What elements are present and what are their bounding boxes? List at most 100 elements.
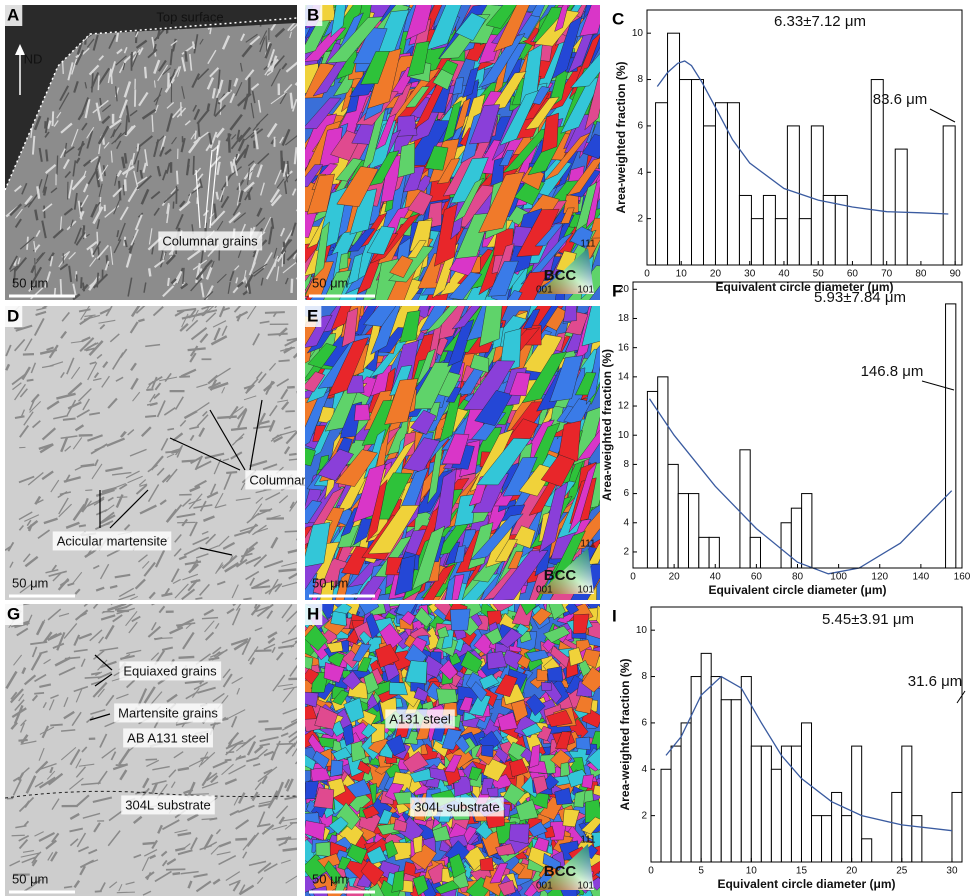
grain-boundary	[225, 760, 232, 761]
bar	[802, 494, 812, 568]
scale-bar-label: 50 μm	[12, 575, 48, 590]
y-tick-label: 18	[618, 313, 630, 324]
grain-boundary	[98, 76, 99, 91]
x-tick-label: 30	[946, 866, 958, 877]
y-tick-label: 2	[641, 810, 647, 821]
x-tick-label: 90	[950, 269, 962, 280]
grain-boundary	[289, 454, 296, 455]
bar	[801, 723, 811, 862]
page: {"panels": [ {"label": "A", "annotations…	[0, 0, 972, 896]
grain-boundary	[61, 279, 62, 295]
bar	[787, 126, 799, 265]
bar	[709, 537, 719, 568]
grain-boundary	[226, 752, 234, 753]
x-tick-label: 25	[896, 866, 908, 877]
x-tick-label: 100	[830, 572, 847, 583]
y-tick-label: 10	[618, 430, 630, 441]
y-tick-label: 4	[641, 764, 647, 775]
key-corner: 101	[577, 585, 594, 596]
grain-boundary	[111, 69, 112, 84]
bar	[822, 816, 832, 862]
grain-boundary	[179, 657, 195, 658]
grain-boundary	[79, 525, 86, 526]
grain-boundary	[208, 104, 209, 111]
bar	[823, 195, 835, 265]
x-tick-label: 20	[710, 269, 722, 280]
grain-boundary	[243, 598, 251, 599]
grain-boundary	[83, 225, 84, 235]
grain	[436, 689, 457, 705]
y-tick-label: 12	[618, 401, 630, 412]
grain-boundary	[173, 873, 181, 874]
grain-boundary	[258, 721, 268, 722]
grain-boundary	[12, 835, 25, 836]
bar	[761, 746, 771, 862]
grain	[450, 609, 470, 631]
grain-boundary	[296, 268, 304, 279]
bar	[852, 746, 862, 862]
grain-boundary	[297, 205, 304, 211]
grain-boundary	[192, 0, 198, 5]
grain-boundary	[227, 176, 228, 186]
bar	[842, 816, 852, 862]
grain-boundary	[35, 258, 36, 276]
grain-boundary	[282, 255, 283, 267]
x-tick-label: 10	[676, 269, 688, 280]
bar	[727, 103, 739, 265]
grain-boundary	[53, 111, 54, 126]
grain-boundary	[279, 360, 290, 361]
chart-annotation: 146.8 μm	[861, 363, 924, 380]
grain	[547, 667, 563, 682]
key-corner: 111	[580, 539, 596, 550]
panel-label: B	[307, 5, 319, 24]
x-tick-label: 15	[796, 866, 808, 877]
grain-boundary	[44, 206, 45, 219]
bar	[811, 126, 823, 265]
panel-label: H	[307, 604, 319, 623]
grain	[413, 836, 422, 854]
grain-boundary	[195, 131, 196, 140]
key-corner: 001	[536, 881, 553, 892]
grain-boundary	[125, 179, 126, 191]
grain	[481, 746, 493, 758]
grain-boundary	[34, 693, 44, 694]
grain-boundary	[92, 73, 93, 92]
bar	[647, 391, 657, 568]
grain-boundary	[177, 171, 178, 185]
bar	[741, 677, 751, 862]
x-tick-label: 80	[915, 269, 927, 280]
annotation: Equiaxed grains	[123, 663, 217, 678]
annotation: A131 steel	[389, 711, 451, 726]
x-axis-title: Equivalent circle diameter (μm)	[717, 877, 895, 891]
bar	[668, 464, 678, 568]
x-tick-label: 70	[881, 269, 893, 280]
grain	[560, 762, 569, 776]
key-title: BCC	[544, 863, 577, 880]
grain-boundary	[265, 728, 282, 729]
figure: Top surfaceNDColumnar grains50 μmABCC111…	[0, 0, 972, 896]
grain-boundary	[168, 278, 169, 286]
scale-bar-label: 50 μm	[312, 575, 348, 590]
panel-label: A	[7, 5, 19, 24]
bar	[943, 126, 955, 265]
key-corner: 111	[580, 835, 596, 846]
x-tick-label: 80	[792, 572, 804, 583]
grain-boundary	[145, 67, 146, 79]
x-tick-label: 5	[698, 866, 704, 877]
bar	[721, 700, 731, 862]
y-tick-label: 8	[623, 459, 629, 470]
bar	[862, 839, 872, 862]
bar	[658, 377, 668, 568]
grain-boundary	[217, 192, 218, 200]
panel-label: E	[307, 306, 318, 325]
bar	[751, 746, 761, 862]
grain-boundary	[291, 93, 293, 109]
bar	[661, 769, 671, 862]
grain	[480, 857, 494, 870]
x-tick-label: 40	[778, 269, 790, 280]
grain-boundary	[149, 268, 150, 276]
y-tick-label: 4	[623, 517, 629, 528]
x-tick-label: 50	[813, 269, 825, 280]
grain-boundary	[166, 869, 185, 870]
x-tick-label: 0	[644, 269, 650, 280]
